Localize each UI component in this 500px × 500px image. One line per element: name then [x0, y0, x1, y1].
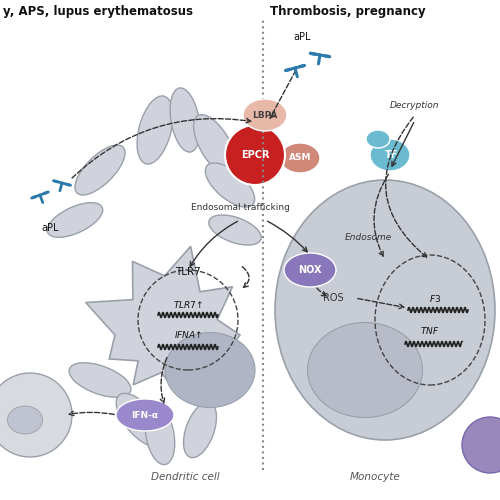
Text: aPL: aPL — [41, 223, 59, 233]
Ellipse shape — [165, 332, 255, 407]
Ellipse shape — [116, 399, 174, 431]
Ellipse shape — [8, 406, 42, 434]
Text: $\it{TLR7}$↑: $\it{TLR7}$↑ — [173, 300, 203, 310]
Circle shape — [225, 125, 285, 185]
Ellipse shape — [194, 114, 236, 176]
Ellipse shape — [75, 145, 125, 195]
Text: $\it{F3}$: $\it{F3}$ — [429, 292, 441, 304]
Text: aPL: aPL — [293, 32, 311, 42]
Ellipse shape — [184, 402, 216, 458]
Ellipse shape — [170, 88, 200, 152]
Text: IFN-α: IFN-α — [132, 410, 158, 420]
Ellipse shape — [366, 130, 390, 148]
Circle shape — [0, 373, 72, 457]
Circle shape — [462, 417, 500, 473]
Text: Decryption: Decryption — [390, 100, 440, 110]
Ellipse shape — [69, 363, 131, 397]
Text: Thrombosis, pregnancy: Thrombosis, pregnancy — [270, 5, 426, 18]
Text: TLR7: TLR7 — [175, 267, 201, 277]
Text: TF: TF — [386, 150, 398, 160]
Text: Endosomal trafficking: Endosomal trafficking — [190, 204, 290, 212]
Polygon shape — [86, 246, 240, 390]
Ellipse shape — [243, 99, 287, 131]
Text: $\it{IFNA}$↑: $\it{IFNA}$↑ — [174, 330, 202, 340]
Text: ASM: ASM — [289, 154, 311, 162]
Text: NOX: NOX — [298, 265, 322, 275]
Ellipse shape — [206, 163, 254, 207]
Text: Endosome: Endosome — [345, 234, 392, 242]
Ellipse shape — [370, 139, 410, 171]
Text: ROS: ROS — [322, 293, 344, 303]
Text: EPCR: EPCR — [241, 150, 269, 160]
Text: $\it{TNF}$: $\it{TNF}$ — [420, 324, 440, 336]
Ellipse shape — [209, 215, 261, 245]
Ellipse shape — [308, 322, 422, 418]
Text: y, APS, lupus erythematosus: y, APS, lupus erythematosus — [3, 5, 193, 18]
Ellipse shape — [284, 253, 336, 287]
Ellipse shape — [275, 180, 495, 440]
Text: LBPA: LBPA — [252, 110, 278, 120]
Ellipse shape — [116, 394, 164, 446]
Ellipse shape — [137, 96, 173, 164]
Text: Dendritic cell: Dendritic cell — [150, 472, 220, 482]
Text: Monocyte: Monocyte — [350, 472, 401, 482]
Ellipse shape — [48, 202, 102, 237]
Ellipse shape — [146, 406, 174, 464]
Ellipse shape — [280, 143, 320, 173]
